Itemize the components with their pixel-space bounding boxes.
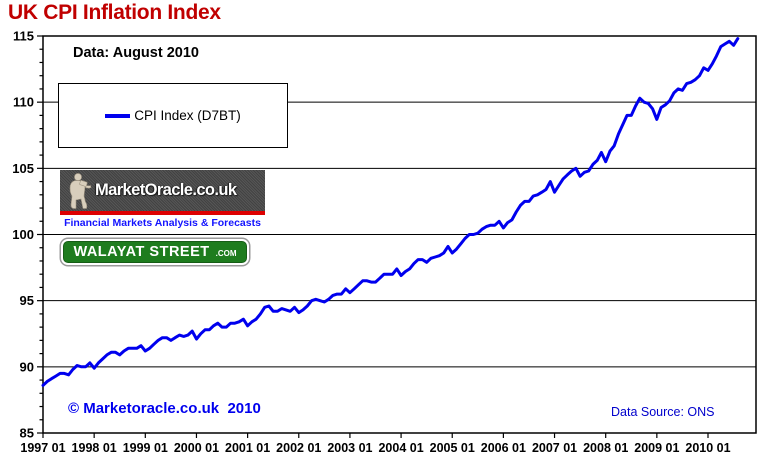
y-tick-label: 115	[13, 29, 34, 44]
x-tick-label: 2007 01	[532, 441, 577, 455]
x-tick-label: 2004 01	[378, 441, 423, 455]
y-tick-label: 90	[20, 359, 34, 374]
x-tick-label: 2010 01	[685, 441, 730, 455]
y-tick-label: 110	[13, 95, 34, 110]
y-tick-label: 95	[20, 293, 34, 308]
walayat-street-title: WALAYAT STREET	[73, 244, 210, 260]
x-tick-label: 2003 01	[327, 441, 372, 455]
x-tick-label: 2000 01	[174, 441, 219, 455]
walayat-street-sign: WALAYAT STREET .COM	[61, 239, 249, 265]
x-tick-label: 2006 01	[481, 441, 526, 455]
legend-series-label: CPI Index (D7BT)	[134, 108, 241, 123]
x-tick-label: 1998 01	[72, 441, 117, 455]
walayat-street-suffix: .COM	[215, 248, 237, 258]
marketoracle-logo: MarketOracle.co.uk Financial Markets Ana…	[60, 170, 265, 229]
data-vintage-label: Data: August 2010	[73, 45, 199, 61]
y-tick-label: 100	[12, 227, 34, 242]
y-tick-label: 105	[12, 161, 34, 176]
marketoracle-title: MarketOracle.co.uk	[95, 181, 237, 199]
data-source-label: Data Source: ONS	[611, 405, 715, 419]
x-tick-label: 2002 01	[276, 441, 321, 455]
x-tick-label: 2009 01	[634, 441, 679, 455]
y-tick-label: 85	[20, 426, 34, 441]
marketoracle-banner: MarketOracle.co.uk	[60, 170, 265, 211]
page-title: UK CPI Inflation Index	[8, 1, 221, 24]
marketoracle-red-stripe	[60, 211, 265, 215]
x-tick-label: 2005 01	[430, 441, 475, 455]
legend-line-sample-icon	[105, 113, 131, 118]
legend: CPI Index (D7BT)	[58, 83, 288, 148]
copyright-label: © Marketoracle.co.uk 2010	[68, 400, 261, 417]
oracle-statue-icon	[69, 172, 92, 209]
x-tick-label: 2001 01	[225, 441, 270, 455]
x-tick-label: 1999 01	[123, 441, 168, 455]
marketoracle-tagline: Financial Markets Analysis & Forecasts	[64, 217, 261, 229]
cpi-series-line	[41, 37, 740, 387]
x-tick-label: 1997 01	[20, 441, 65, 455]
x-tick-label: 2008 01	[583, 441, 628, 455]
